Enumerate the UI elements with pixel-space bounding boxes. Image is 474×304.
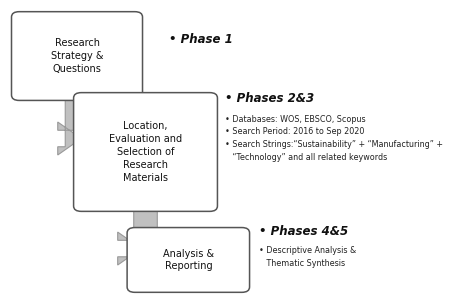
Text: Analysis &
Reporting: Analysis & Reporting — [163, 249, 214, 271]
Polygon shape — [58, 95, 89, 155]
Text: Location,
Evaluation and
Selection of
Research
Materials: Location, Evaluation and Selection of Re… — [109, 121, 182, 183]
Text: • Phase 1: • Phase 1 — [169, 33, 233, 46]
Text: • Phases 4&5: • Phases 4&5 — [259, 225, 348, 238]
Text: • Descriptive Analysis &
   Thematic Synthesis: • Descriptive Analysis & Thematic Synthe… — [259, 247, 356, 268]
Text: Research
Strategy &
Questions: Research Strategy & Questions — [51, 38, 103, 74]
Text: • Phases 2&3: • Phases 2&3 — [225, 92, 314, 105]
FancyBboxPatch shape — [127, 228, 249, 292]
Polygon shape — [118, 206, 157, 265]
FancyBboxPatch shape — [73, 93, 218, 211]
FancyBboxPatch shape — [11, 12, 143, 100]
Text: • Databases: WOS, EBSCO, Scopus
• Search Period: 2016 to Sep 2020
• Search Strin: • Databases: WOS, EBSCO, Scopus • Search… — [225, 115, 443, 162]
